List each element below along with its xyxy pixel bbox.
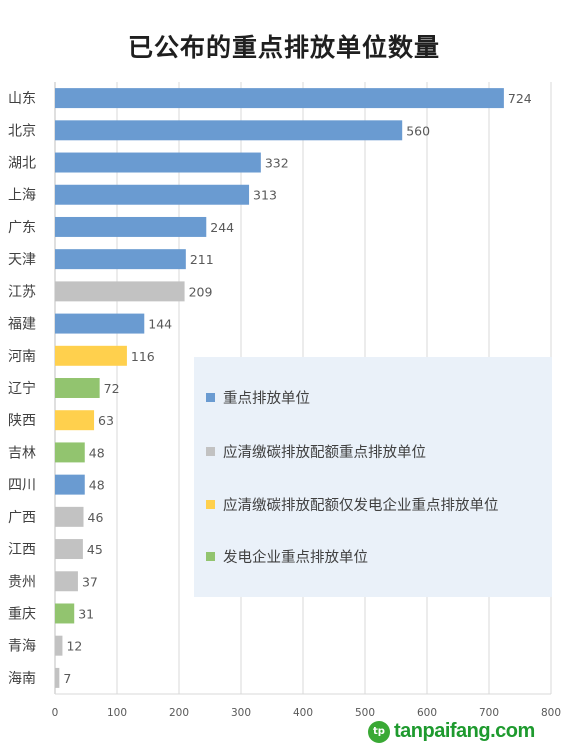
data-label: 209 [189, 284, 213, 299]
x-tick-label: 600 [417, 707, 437, 719]
data-label: 31 [78, 606, 94, 621]
legend-item: 应清缴碳排放配额仅发电企业重点排放单位 [206, 494, 499, 515]
data-label: 46 [88, 510, 104, 525]
data-label: 48 [89, 478, 105, 493]
bar [55, 474, 85, 495]
bar [55, 152, 261, 173]
category-label: 海南 [8, 671, 36, 687]
x-tick-label: 800 [541, 707, 561, 719]
bar [55, 410, 95, 431]
category-label: 湖北 [8, 156, 36, 172]
category-label: 陕西 [8, 413, 36, 429]
category-label: 北京 [8, 123, 36, 139]
category-label: 广西 [8, 510, 36, 526]
bar [55, 88, 504, 109]
site-logo-icon: tp [368, 720, 390, 743]
legend-item: 应清缴碳排放配额重点排放单位 [206, 441, 426, 462]
category-label: 天津 [8, 252, 36, 268]
legend-label: 发电企业重点排放单位 [223, 550, 368, 566]
bar [55, 120, 403, 141]
bar [55, 539, 83, 560]
bar [55, 635, 63, 656]
data-label: 12 [66, 639, 82, 654]
legend-swatch [206, 552, 215, 561]
category-label: 青海 [8, 639, 36, 655]
bar [55, 667, 60, 688]
bar [55, 313, 145, 334]
category-label: 福建 [8, 317, 36, 333]
x-tick-label: 200 [169, 707, 189, 719]
data-label: 37 [82, 574, 98, 589]
legend-label: 应清缴碳排放配额重点排放单位 [223, 445, 426, 461]
chart-title: 已公布的重点排放单位数量 [127, 33, 440, 62]
watermark: tp tanpaifang.com [368, 720, 535, 743]
legend-swatch [206, 500, 215, 509]
data-label: 724 [508, 91, 532, 106]
data-label: 116 [131, 349, 155, 364]
bar [55, 603, 75, 624]
watermark-text: tanpaifang.com [394, 720, 535, 742]
x-tick-label: 300 [231, 707, 251, 719]
legend-swatch [206, 393, 215, 402]
bar [55, 442, 85, 463]
category-label: 吉林 [8, 445, 36, 461]
bar [55, 216, 207, 237]
x-tick-label: 400 [293, 707, 313, 719]
category-label: 上海 [8, 188, 36, 204]
data-label: 332 [265, 156, 289, 171]
bar [55, 281, 185, 302]
legend: 重点排放单位 应清缴碳排放配额重点排放单位 应清缴碳排放配额仅发电企业重点排放单… [194, 357, 552, 597]
bar [55, 506, 84, 527]
data-label: 211 [190, 252, 214, 267]
legend-item: 发电企业重点排放单位 [206, 546, 368, 567]
category-label: 四川 [8, 478, 36, 494]
data-label: 313 [253, 188, 277, 203]
x-tick-label: 700 [479, 707, 499, 719]
bar [55, 378, 100, 398]
data-label: 560 [406, 123, 430, 138]
category-label: 江西 [8, 542, 36, 558]
data-label: 48 [89, 445, 105, 460]
data-label: 63 [98, 413, 114, 428]
category-label: 山东 [8, 91, 36, 107]
category-label: 重庆 [8, 606, 36, 622]
category-label: 河南 [8, 349, 36, 365]
legend-item: 重点排放单位 [206, 387, 310, 408]
bar [55, 184, 250, 205]
category-label: 广东 [8, 220, 36, 236]
data-label: 72 [104, 381, 120, 396]
legend-label: 应清缴碳排放配额仅发电企业重点排放单位 [223, 498, 499, 514]
data-label: 144 [148, 317, 172, 332]
x-tick-label: 500 [355, 707, 375, 719]
category-label: 贵州 [8, 574, 36, 590]
bar [55, 345, 127, 366]
legend-swatch [206, 447, 215, 456]
category-label: 辽宁 [8, 380, 36, 397]
x-tick-label: 0 [52, 707, 59, 719]
data-label: 7 [63, 671, 71, 686]
data-label: 45 [87, 542, 103, 557]
x-tick-label: 100 [107, 707, 127, 719]
bar [55, 571, 78, 592]
legend-label: 重点排放单位 [223, 391, 310, 407]
category-label: 江苏 [8, 284, 36, 300]
bar [55, 249, 186, 270]
data-label: 244 [210, 220, 234, 235]
